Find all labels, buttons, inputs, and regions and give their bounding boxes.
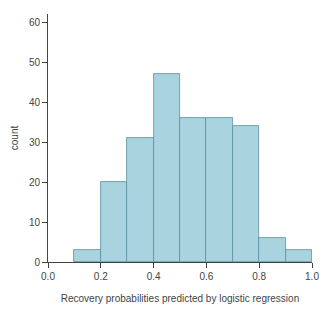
- svg-text:0: 0: [34, 257, 40, 268]
- svg-text:60: 60: [29, 17, 41, 28]
- svg-text:0.8: 0.8: [252, 271, 266, 282]
- svg-text:30: 30: [29, 137, 41, 148]
- svg-text:0.6: 0.6: [199, 271, 213, 282]
- svg-text:count: count: [9, 126, 20, 151]
- svg-text:20: 20: [29, 177, 41, 188]
- svg-text:Recovery probabilities predict: Recovery probabilities predicted by logi…: [61, 293, 299, 304]
- svg-text:0.0: 0.0: [41, 271, 55, 282]
- svg-text:0.2: 0.2: [94, 271, 108, 282]
- svg-text:10: 10: [29, 217, 41, 228]
- svg-text:0.4: 0.4: [147, 271, 161, 282]
- svg-text:1.0: 1.0: [305, 271, 319, 282]
- svg-text:40: 40: [29, 97, 41, 108]
- svg-text:50: 50: [29, 57, 41, 68]
